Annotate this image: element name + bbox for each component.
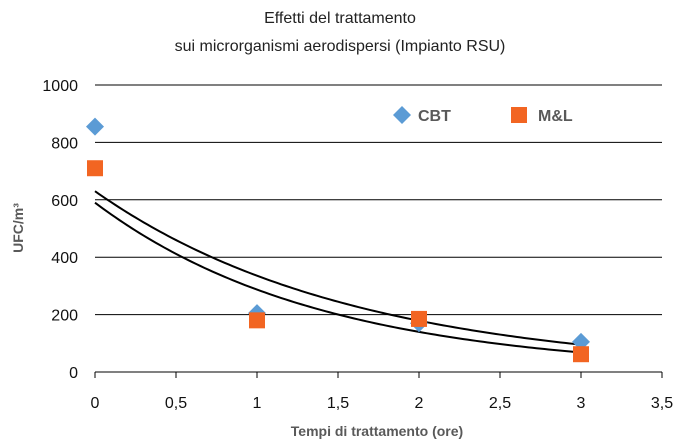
x-tick-label: 3 (577, 395, 586, 412)
y-tick-label: 400 (51, 250, 78, 267)
legend-marker-cbt (393, 106, 411, 124)
x-tick-label: 3,5 (651, 395, 673, 412)
y-tick-label: 0 (69, 365, 78, 382)
data-point-ml (411, 310, 427, 327)
x-tick-label: 0,5 (165, 395, 187, 412)
trendlines (94, 190, 582, 354)
data-point-ml (573, 346, 589, 363)
y-tick-label: 800 (51, 135, 78, 152)
x-tick-label: 1 (253, 395, 262, 412)
x-axis-label: Tempi di trattamento (ore) (291, 423, 463, 439)
x-tick-label: 0 (91, 395, 100, 412)
y-tick-label: 200 (51, 308, 78, 325)
trendline (94, 201, 582, 354)
legend-label: M&L (538, 108, 573, 125)
y-tick-label: 1000 (42, 78, 78, 95)
data-point-cbt (86, 117, 104, 136)
y-tick-label: 600 (51, 193, 78, 210)
legend-marker-ml (511, 107, 527, 123)
x-tick-label: 2 (415, 395, 424, 412)
gridlines (95, 84, 662, 316)
y-axis-label: UFC/m³ (10, 203, 26, 253)
trendline (94, 190, 582, 346)
x-tick-label: 2,5 (489, 395, 511, 412)
data-markers (86, 117, 590, 363)
data-point-ml (249, 312, 265, 329)
legend: CBT M&L (393, 106, 573, 125)
legend-label: CBT (418, 108, 451, 125)
x-tick-label: 1,5 (327, 395, 349, 412)
chart-title-line2: sui microrganismi aerodispersi (Impianto… (175, 38, 506, 55)
axes: 0 200 400 600 800 1000 0 0,5 1 1,5 2 2,5 3 3,5 (42, 78, 673, 412)
chart-title-line1: Effetti del trattamento (264, 10, 416, 27)
data-point-ml (87, 160, 103, 177)
